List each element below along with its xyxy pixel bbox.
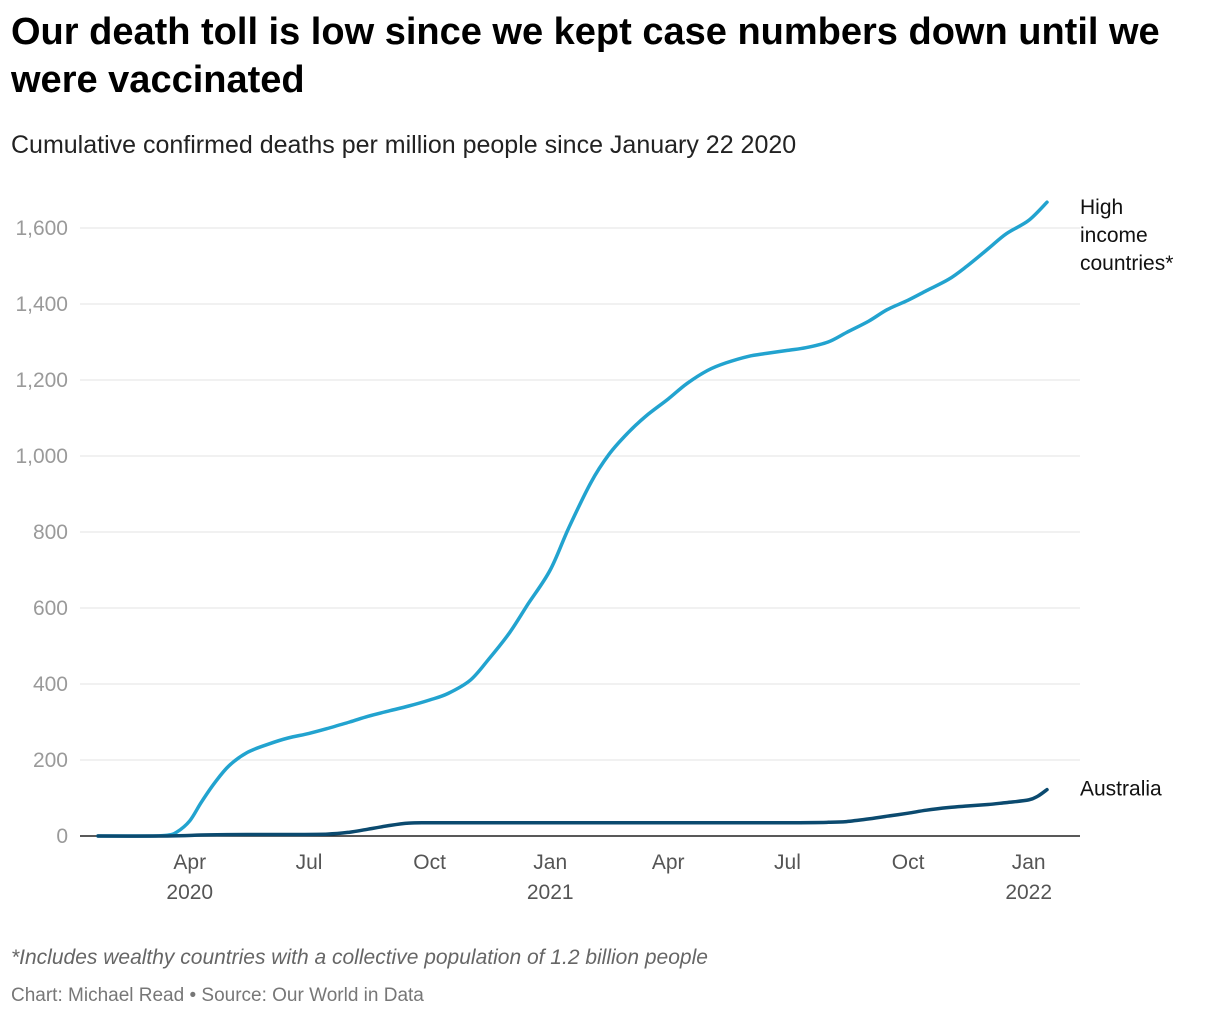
footnote: *Includes wealthy countries with a colle… bbox=[11, 946, 708, 969]
chart-title: Our death toll is low since we kept case… bbox=[11, 11, 1160, 101]
series-label: income bbox=[1080, 224, 1148, 247]
x-tick-year-label: 2021 bbox=[527, 881, 574, 904]
y-tick-label: 1,400 bbox=[15, 293, 68, 316]
y-tick-label: 800 bbox=[33, 521, 68, 544]
x-axis-ticks: Apr 2020 Jul Oct Jan 2021 Apr Jul Oct Jan 2022 bbox=[166, 851, 1052, 904]
x-tick-label: Jan bbox=[533, 851, 567, 874]
chart-subtitle: Cumulative confirmed deaths per million … bbox=[11, 131, 797, 159]
y-tick-label: 600 bbox=[33, 597, 68, 620]
y-tick-label: 1,600 bbox=[15, 217, 68, 240]
y-tick-label: 400 bbox=[33, 673, 68, 696]
x-tick-label: Apr bbox=[652, 851, 685, 874]
series-label: Australia bbox=[1080, 778, 1162, 801]
x-tick-label: Oct bbox=[413, 851, 446, 874]
series-line-australia bbox=[96, 787, 1049, 838]
gridlines bbox=[80, 227, 1080, 837]
series-lines bbox=[96, 200, 1049, 838]
series-label: High bbox=[1080, 196, 1123, 219]
x-tick-year-label: 2020 bbox=[166, 881, 213, 904]
x-tick-label: Jan bbox=[1012, 851, 1046, 874]
y-axis-ticks: 0 200 400 600 800 1,000 1,200 1,400 1,600 bbox=[15, 217, 68, 848]
x-tick-label: Oct bbox=[892, 851, 925, 874]
x-tick-year-label: 2022 bbox=[1005, 881, 1052, 904]
y-tick-label: 1,200 bbox=[15, 369, 68, 392]
y-tick-label: 200 bbox=[33, 749, 68, 772]
y-tick-label: 1,000 bbox=[15, 445, 68, 468]
y-tick-label: 0 bbox=[56, 825, 68, 848]
source-credit: Chart: Michael Read • Source: Our World … bbox=[11, 985, 424, 1006]
series-labels: High income countries* Australia bbox=[1080, 196, 1173, 800]
series-label: countries* bbox=[1080, 252, 1173, 275]
x-tick-label: Jul bbox=[296, 851, 323, 874]
series-line-high-income bbox=[96, 200, 1049, 838]
x-tick-label: Apr bbox=[173, 851, 206, 874]
x-tick-label: Jul bbox=[774, 851, 801, 874]
